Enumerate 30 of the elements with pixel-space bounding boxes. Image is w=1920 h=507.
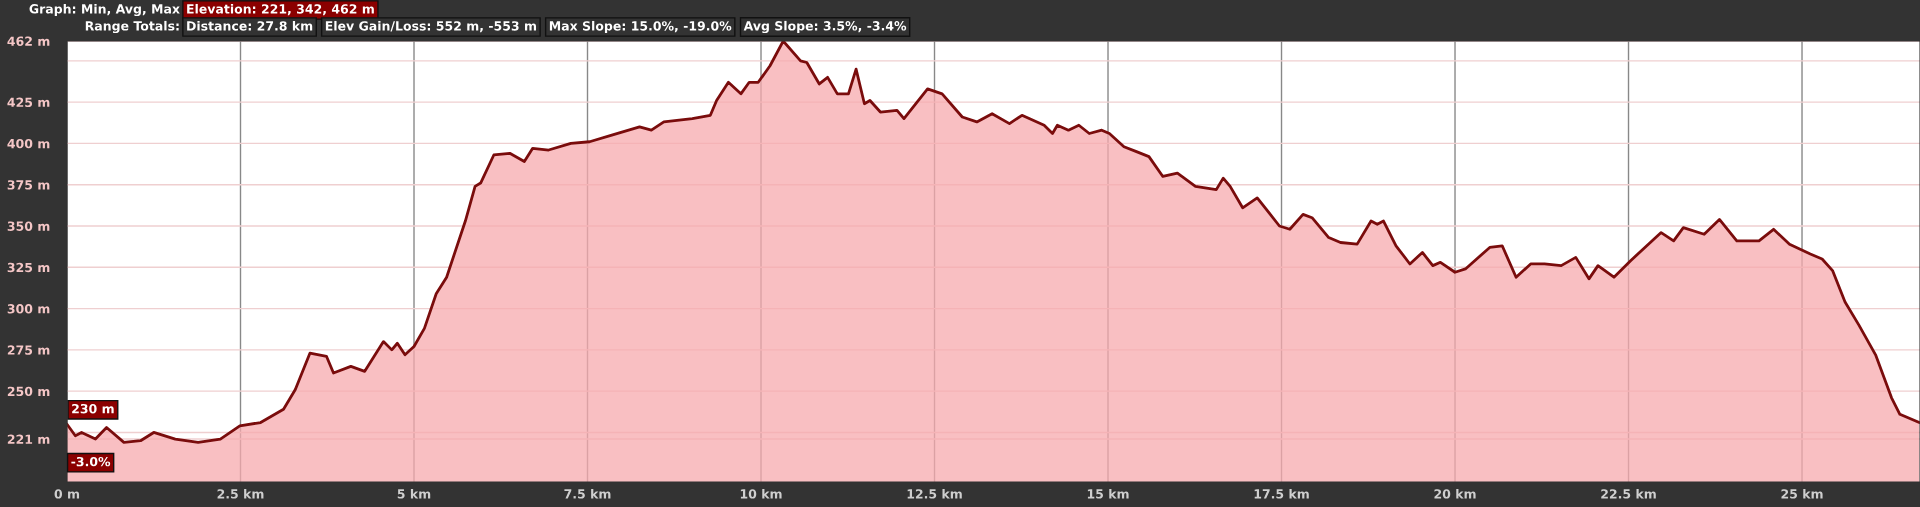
x-tick-label: 12.5 km	[907, 488, 962, 499]
annotation: 230 m	[72, 403, 114, 414]
text: Avg Slope: 3.5%, -3.4%	[743, 20, 907, 34]
text: Range Totals:	[85, 20, 179, 34]
y-tick-label: 325 m	[7, 262, 50, 273]
x-tick-label: 22.5 km	[1601, 488, 1656, 499]
y-tick-label: 425 m	[7, 97, 50, 108]
x-tick-label: 7.5 km	[564, 488, 611, 499]
x-tick-label: 5 km	[397, 488, 431, 499]
annotation: -3.0%	[71, 456, 111, 467]
y-tick-label: 400 m	[7, 138, 50, 149]
y-tick-label: 350 m	[7, 221, 50, 231]
y-tick-label: 375 m	[7, 180, 50, 190]
x-tick-label: 0 m	[54, 489, 80, 499]
y-tick-label: 250 m	[7, 386, 50, 397]
y-tick-label: 221 m	[7, 434, 50, 444]
y-tick-label: 275 m	[7, 345, 50, 355]
x-tick-label: 15 km	[1087, 488, 1129, 499]
x-tick-label: 20 km	[1434, 488, 1476, 499]
text: Elev Gain/Loss: 552 m, -553 m	[325, 20, 537, 33]
text: Graph: Min, Avg, Max	[29, 3, 180, 17]
text: Elevation: 221, 342, 462 m	[187, 3, 374, 16]
x-tick-label: 25 km	[1781, 488, 1823, 499]
y-tick-label: 300 m	[7, 304, 50, 314]
text: Distance: 27.8 km	[187, 20, 313, 31]
x-tick-label: 17.5 km	[1254, 488, 1309, 499]
text: Max Slope: 15.0%, -19.0%	[549, 20, 732, 34]
x-tick-label: 2.5 km	[217, 488, 264, 499]
x-tick-label: 10 km	[740, 488, 782, 499]
y-tick-label: 462 m	[7, 36, 50, 46]
